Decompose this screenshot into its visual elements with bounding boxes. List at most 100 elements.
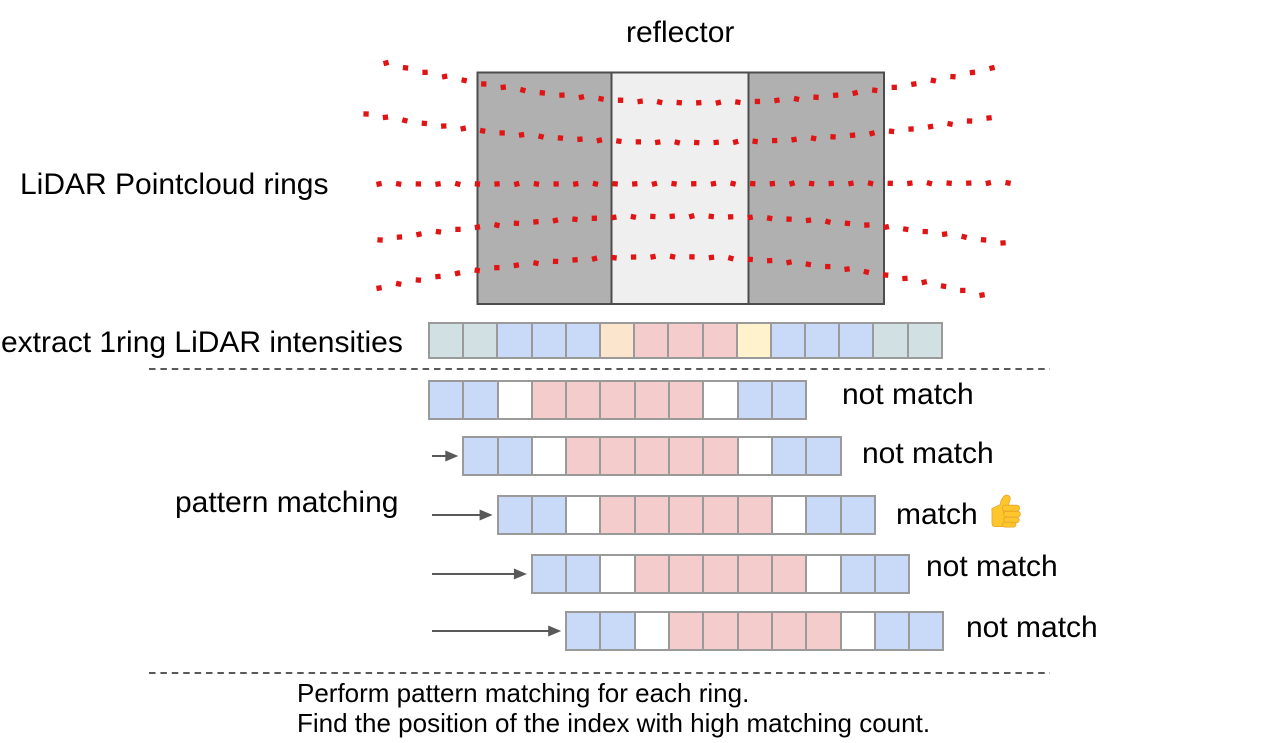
lidar-point-4-24	[824, 218, 832, 225]
lidar-point-2-33	[986, 114, 992, 121]
lidar-point-1-17	[695, 99, 702, 106]
pattern-cell-3-7-pink	[703, 496, 738, 534]
pattern-cell-5-1-blue	[566, 612, 601, 650]
lidar-point-2-28	[888, 128, 895, 135]
lidar-point-5-23	[805, 261, 812, 268]
lidar-point-4-25	[844, 220, 851, 227]
lidar-point-3-8	[513, 180, 520, 188]
lidar-point-2-22	[771, 137, 778, 144]
lidar-point-4-23	[805, 217, 812, 224]
lidar-point-2-6	[460, 125, 467, 132]
lidar-point-4-8	[513, 220, 520, 227]
pattern-cell-4-7-pink	[737, 555, 772, 593]
pattern-cell-1-10-blue	[737, 381, 772, 419]
lidar-point-1-2	[402, 64, 409, 71]
lidar-point-1-22	[793, 95, 800, 103]
lidar-point-1-15	[656, 98, 663, 106]
lidar-point-3-11	[572, 180, 579, 187]
lidar-point-1-9	[539, 89, 546, 96]
lidar-point-4-16	[669, 213, 676, 220]
lidar-point-4-22	[786, 216, 792, 222]
lidar-point-1-25	[851, 89, 859, 97]
match-result-text: match	[896, 498, 978, 531]
shift-arrow-head-2	[445, 450, 459, 462]
pattern-cell-2-4-pink	[566, 437, 601, 475]
pattern-cell-2-5-pink	[600, 437, 635, 475]
intensity-cell-11-blue	[770, 323, 806, 358]
lidar-point-4-28	[902, 226, 909, 233]
lidar-point-2-24	[810, 135, 817, 142]
lidar-point-3-30	[946, 180, 953, 187]
lidar-point-2-17	[674, 139, 681, 146]
pattern-cell-2-6-pink	[634, 437, 670, 475]
pattern-cell-5-7-pink	[771, 612, 807, 650]
intensity-cell-10-yellow	[736, 323, 771, 358]
lidar-point-4-30	[941, 231, 948, 238]
lidar-point-5-13	[611, 254, 617, 261]
thumb-finger-4	[1001, 521, 1017, 528]
pattern-strip-3	[496, 495, 876, 535]
lidar-point-5-32	[979, 292, 986, 299]
lidar-point-2-30	[927, 123, 934, 130]
lidar-point-4-6	[474, 224, 481, 231]
lidar-point-3-5	[454, 180, 461, 188]
lidar-point-2-32	[966, 118, 973, 124]
lidar-point-3-6	[474, 181, 481, 187]
lidar-point-5-9	[532, 259, 540, 267]
lidar-point-3-26	[867, 180, 874, 187]
lidar-point-2-21	[752, 138, 759, 145]
reflector-label: reflector	[626, 16, 735, 49]
thumb-finger-2	[1002, 510, 1021, 518]
pattern-cell-2-7-pink	[669, 437, 704, 475]
reflector	[476, 71, 885, 305]
lidar-point-2-25	[830, 134, 836, 140]
pattern-cell-3-5-pink	[634, 496, 670, 534]
lidar-point-4-26	[864, 222, 870, 228]
lidar-point-3-28	[906, 180, 913, 187]
lidar-point-4-4	[435, 228, 442, 235]
lidar-point-5-10	[552, 258, 559, 265]
lidar-point-1-14	[637, 98, 644, 105]
lidar-point-2-1	[363, 111, 369, 117]
pattern-cell-4-5-pink	[669, 555, 704, 593]
lidar-point-5-31	[960, 287, 966, 294]
lidar-ring-2	[363, 111, 992, 146]
lidar-point-4-11	[571, 216, 578, 223]
intensity-cell-14-green	[873, 323, 908, 358]
lidar-point-1-32	[988, 64, 996, 72]
pattern-cell-1-8-pink	[669, 381, 704, 419]
lidar-point-1-30	[950, 73, 956, 80]
pattern-cell-5-5-pink	[703, 612, 738, 650]
lidar-point-4-12	[591, 215, 598, 221]
lidar-point-1-12	[597, 95, 605, 102]
lidar-point-4-14	[630, 213, 637, 221]
pattern-cell-3-4-pink	[600, 496, 635, 534]
lidar-point-1-13	[617, 97, 624, 103]
lidar-point-2-19	[713, 139, 720, 146]
lidar-point-5-27	[882, 272, 889, 278]
lidar-point-5-15	[649, 253, 657, 260]
lidar-point-3-31	[965, 180, 972, 186]
lidar-point-3-24	[828, 180, 834, 187]
lidar-point-2-9	[518, 131, 525, 138]
intensity-cell-8-pink	[668, 323, 703, 358]
pattern-cell-4-6-pink	[703, 555, 738, 593]
lidar-point-5-18	[708, 254, 715, 261]
lidar-point-5-24	[825, 263, 831, 270]
lidar-point-1-18	[715, 99, 722, 106]
lidar-point-2-8	[499, 130, 505, 136]
lidar-point-5-21	[766, 257, 773, 264]
lidar-point-4-15	[650, 213, 656, 220]
lidar-point-3-3	[415, 181, 422, 187]
lidar-rings	[363, 59, 1012, 299]
pattern-cell-5-6-pink	[737, 612, 772, 650]
lidar-point-4-17	[688, 213, 695, 220]
lidar-point-2-5	[440, 123, 447, 129]
lidar-point-1-29	[930, 77, 937, 84]
pattern-cell-3-9-white	[771, 496, 807, 534]
lidar-point-3-12	[592, 180, 599, 188]
lidar-point-5-12	[591, 255, 598, 262]
extract-intensities-label: extract 1ring LiDAR intensities	[1, 326, 403, 359]
lidar-point-1-20	[754, 98, 761, 105]
